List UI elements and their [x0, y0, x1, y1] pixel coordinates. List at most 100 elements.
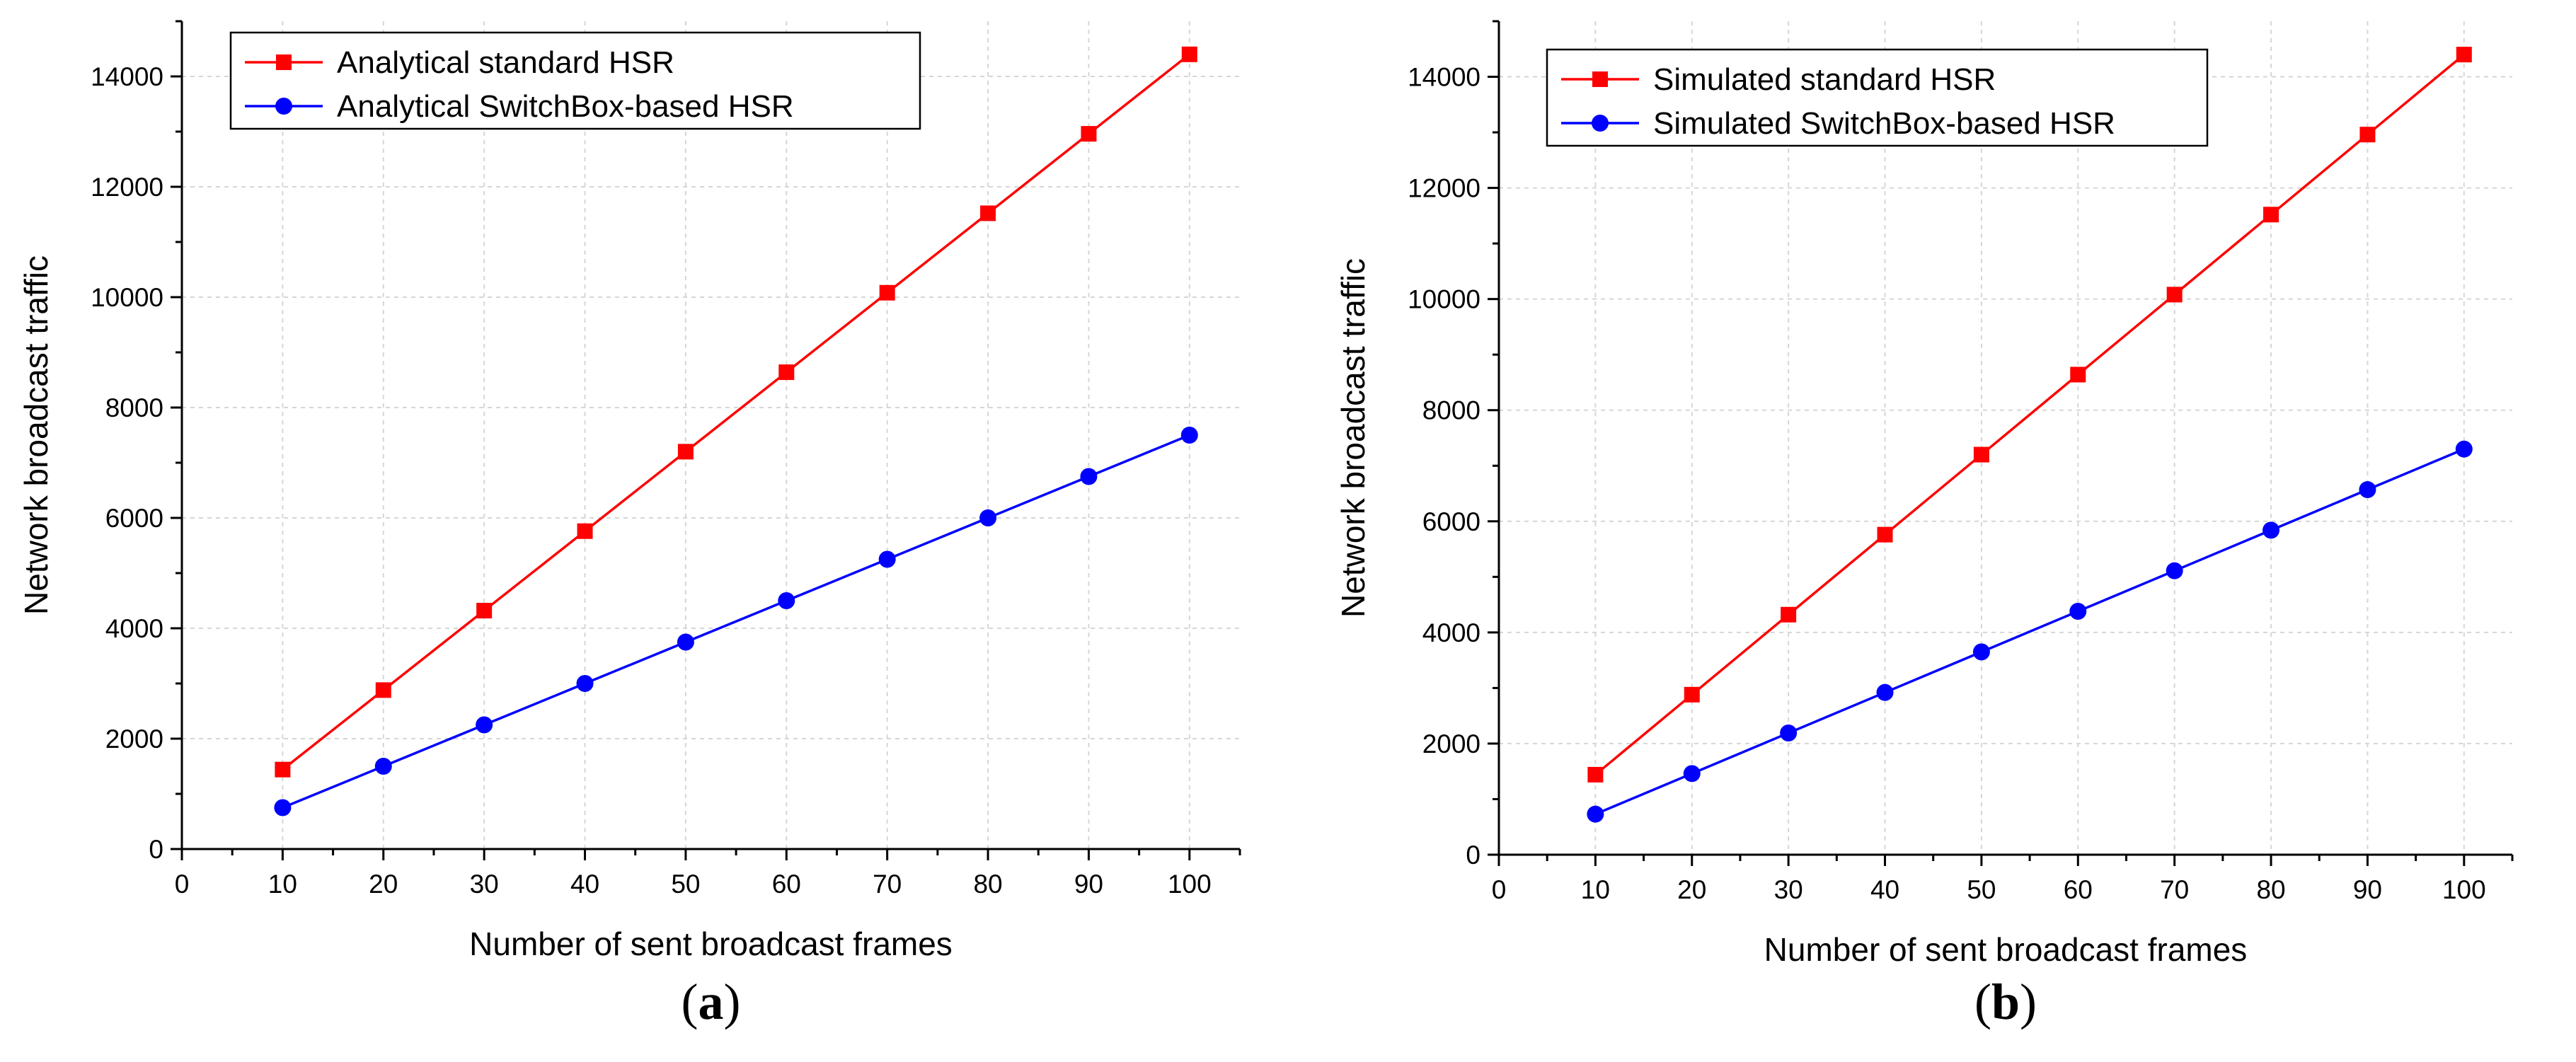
data-point-square [879, 284, 895, 301]
legend-box [1546, 48, 2209, 147]
y-axis-title: Network broadcast traffic [1335, 258, 1372, 618]
y-tick-label: 2000 [1422, 729, 1480, 758]
y-tick-label: 6000 [105, 504, 163, 533]
data-point-circle [1972, 643, 1990, 661]
y-tick-label: 10000 [1408, 285, 1480, 314]
data-point-circle [1180, 427, 1198, 444]
data-point-square [778, 364, 795, 381]
data-point-square [275, 761, 291, 778]
x-tick-label: 0 [1492, 875, 1507, 904]
data-point-square [1877, 526, 1893, 543]
legend: Analytical standard HSR Analytical Switch… [229, 31, 921, 130]
x-tick-label: 50 [1967, 875, 1996, 904]
data-point-circle [374, 758, 392, 775]
data-point-square [375, 682, 391, 698]
x-tick-label: 60 [2064, 875, 2093, 904]
legend-box [229, 31, 921, 130]
legend-label: Simulated standard HSR [1653, 62, 1996, 97]
legend-label: Analytical SwitchBox-based HSR [337, 89, 794, 124]
legend-label: Analytical standard HSR [337, 45, 674, 80]
data-point-circle [778, 592, 795, 609]
data-point-square [577, 523, 593, 539]
data-point-square [2070, 366, 2086, 383]
legend-label: Simulated SwitchBox-based HSR [1653, 106, 2115, 141]
y-tick-label: 0 [149, 835, 163, 864]
x-tick-label: 20 [369, 870, 398, 899]
data-point-circle [1587, 805, 1604, 823]
series-line-1 [282, 53, 1190, 771]
data-point-circle [1683, 765, 1701, 783]
data-point-circle [476, 716, 493, 734]
data-point-circle [2069, 603, 2087, 621]
data-point-square [677, 444, 694, 460]
data-point-circle [878, 550, 896, 568]
y-tick-label: 4000 [105, 614, 163, 643]
chart-panel-a: 0 2000 4000 6000 8000 10000 12000 14000 0 10 20 30 4… [18, 20, 1241, 1030]
x-tick-label: 60 [772, 870, 801, 899]
x-tick-label: 40 [570, 870, 599, 899]
data-point-circle [2359, 481, 2376, 499]
legend-marker-circle [1592, 115, 1609, 132]
x-tick-label: 100 [2442, 875, 2486, 904]
data-point-circle [1876, 683, 1894, 701]
x-tick-label: 10 [268, 870, 297, 899]
data-point-square [2359, 127, 2376, 143]
panel-label: (b) [1974, 974, 2037, 1030]
x-tick-label: 80 [2256, 875, 2285, 904]
y-axis-title: Network broadcast traffic [18, 255, 54, 615]
data-point-circle [979, 509, 997, 526]
x-tick-label: 90 [1074, 870, 1103, 899]
data-point-circle [2455, 440, 2473, 458]
data-point-square [1973, 446, 1989, 463]
chart-panel-b: 0 2000 4000 6000 8000 10000 12000 14000 0 10 20 30 4… [1335, 20, 2514, 1030]
data-point-circle [274, 799, 292, 816]
legend-marker-square [1592, 71, 1608, 87]
y-tick-label: 4000 [1422, 618, 1480, 647]
data-point-circle [2166, 562, 2183, 579]
x-tick-label: 30 [1774, 875, 1803, 904]
x-tick-label: 70 [2160, 875, 2189, 904]
y-tick-label: 10000 [91, 283, 163, 312]
legend-marker-circle [275, 98, 292, 115]
y-tick-label: 14000 [1408, 63, 1480, 92]
series-line-2 [1594, 448, 2465, 816]
data-point-circle [1080, 468, 1098, 485]
series-line-1 [1594, 53, 2465, 776]
panel-label: (a) [682, 974, 741, 1030]
y-tick-label: 12000 [1408, 174, 1480, 203]
x-tick-label: 10 [1581, 875, 1610, 904]
data-point-square [1684, 686, 1700, 703]
data-point-circle [677, 633, 694, 651]
x-tick-label: 40 [1870, 875, 1899, 904]
data-point-circle [576, 675, 594, 692]
data-point-circle [2262, 521, 2280, 539]
data-point-square [476, 603, 493, 619]
data-point-square [2456, 47, 2472, 63]
y-tick-label: 0 [1466, 841, 1480, 870]
x-tick-label: 90 [2353, 875, 2382, 904]
x-tick-label: 30 [470, 870, 499, 899]
x-axis-title: Number of sent broadcast frames [1764, 931, 2248, 968]
legend: Simulated standard HSR Simulated SwitchBo… [1546, 48, 2209, 147]
data-point-square [1587, 766, 1604, 783]
y-tick-label: 12000 [91, 173, 163, 202]
x-tick-label: 50 [671, 870, 700, 899]
data-point-square [1181, 46, 1197, 62]
data-point-square [2263, 207, 2279, 223]
x-tick-label: 80 [973, 870, 1002, 899]
series-line-2 [282, 434, 1190, 809]
y-tick-label: 8000 [1422, 396, 1480, 425]
x-tick-label: 70 [873, 870, 902, 899]
data-point-square [980, 205, 996, 221]
y-tick-label: 6000 [1422, 507, 1480, 536]
y-tick-label: 14000 [91, 62, 163, 91]
data-point-circle [1780, 725, 1798, 742]
x-tick-label: 0 [175, 870, 190, 899]
legend-marker-square [276, 54, 292, 70]
y-tick-label: 8000 [105, 393, 163, 422]
data-point-square [1081, 126, 1097, 142]
x-tick-label: 100 [1168, 870, 1212, 899]
data-point-square [1781, 606, 1797, 623]
y-tick-label: 2000 [105, 725, 163, 754]
